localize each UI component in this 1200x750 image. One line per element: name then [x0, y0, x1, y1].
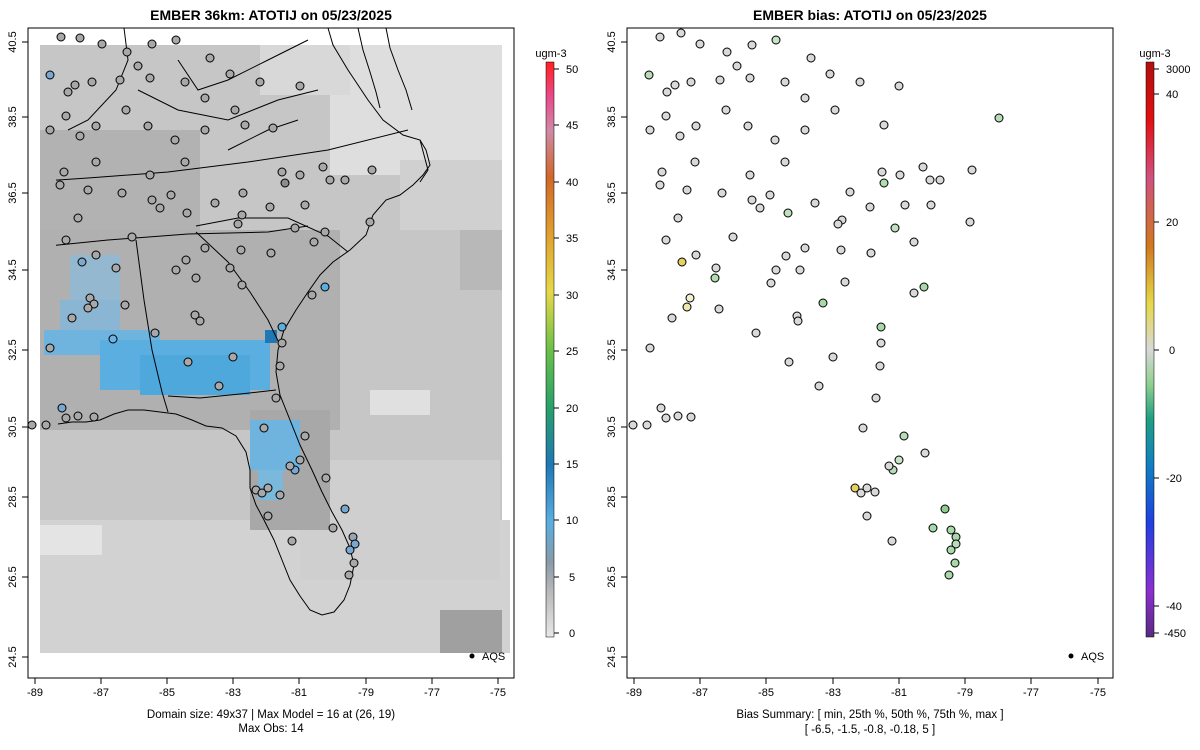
tick-label: -77 [1023, 687, 1039, 699]
tick-label: -77 [424, 687, 440, 699]
left-caption-line2: Max Obs: 14 [238, 723, 304, 735]
tick-label: -79 [957, 687, 973, 699]
left-monitor-sites [27, 32, 377, 580]
left-y-axis [22, 41, 28, 658]
colorbar-label: -40 [1166, 601, 1182, 613]
right-y-tick-labels: 24.5 26.5 28.5 30.5 32.5 34.5 36.5 38.5 … [606, 31, 618, 667]
left-colorbar: ugm-3 50 45 40 35 30 25 20 15 10 5 0 [535, 48, 578, 640]
right-panel: EMBER bias: ATOTIJ on 05/23/2025 24.5 26… [606, 7, 1190, 736]
tick-label: 38.5 [606, 106, 618, 127]
colorbar-label: 40 [566, 177, 578, 189]
right-caption-line1: Bias Summary: [ min, 25th %, 50th %, 75t… [736, 709, 1003, 721]
aqs-marker-icon [469, 653, 475, 659]
colorbar-label: 50 [566, 64, 578, 76]
tick-label: 38.5 [7, 106, 19, 127]
left-network-label: AQS [482, 651, 505, 663]
tick-label: 28.5 [606, 486, 618, 507]
tick-label: -75 [490, 687, 506, 699]
tick-label: 36.5 [606, 182, 618, 203]
tick-label: -75 [1090, 687, 1106, 699]
left-x-tick-labels: -89 -87 -85 -83 -81 -79 -77 -75 [27, 687, 506, 699]
tick-label: -83 [225, 687, 241, 699]
tick-label: -83 [825, 687, 841, 699]
tick-label: 36.5 [7, 182, 19, 203]
tick-label: 34.5 [606, 259, 618, 280]
colorbar-label: 35 [566, 233, 578, 245]
colorbar-label: 20 [566, 403, 578, 415]
colorbar-label: 40 [1166, 89, 1178, 101]
colorbar-label: 10 [566, 515, 578, 527]
tick-label: -85 [159, 687, 175, 699]
tick-label: -89 [27, 687, 43, 699]
tick-label: 30.5 [606, 416, 618, 437]
tick-label: 30.5 [7, 416, 19, 437]
tick-label: 26.5 [7, 566, 19, 587]
tick-label: 34.5 [7, 259, 19, 280]
colorbar-label: 15 [566, 459, 578, 471]
tick-label: -81 [891, 687, 907, 699]
tick-label: 40.5 [606, 31, 618, 52]
left-map-frame [27, 27, 515, 679]
colorbar-label: 25 [566, 346, 578, 358]
tick-label: -87 [692, 687, 708, 699]
right-x-tick-labels: -89 -87 -85 -83 -81 -79 -77 -75 [626, 687, 1106, 699]
left-y-tick-labels: 24.5 26.5 28.5 30.5 32.5 34.5 36.5 38.5 … [7, 31, 19, 667]
tick-label: -89 [626, 687, 642, 699]
tick-label: 40.5 [7, 31, 19, 52]
right-colorbar: ugm-3 3000 40 20 0 -20 -40 -450 [1139, 48, 1190, 640]
left-caption-line1: Domain size: 49x37 | Max Model = 16 at (… [147, 709, 395, 721]
right-y-axis [621, 41, 627, 658]
tick-label: -79 [358, 687, 374, 699]
colorbar-label: 0 [1169, 345, 1175, 357]
colorbar-label: 0 [569, 628, 575, 640]
colorbar-label: -450 [1164, 628, 1186, 640]
tick-label: 24.5 [7, 646, 19, 667]
tick-label: -87 [93, 687, 109, 699]
right-caption-line2: [ -6.5, -1.5, -0.8, -0.18, 5 ] [805, 724, 935, 736]
right-bias-sites [628, 28, 1004, 580]
left-title: EMBER 36km: ATOTIJ on 05/23/2025 [150, 7, 392, 23]
right-network-label: AQS [1081, 651, 1104, 663]
colorbar-label: 20 [1166, 217, 1178, 229]
aqs-marker-icon [1068, 653, 1074, 659]
left-concentration-field [40, 45, 510, 653]
tick-label: 32.5 [606, 339, 618, 360]
colorbar-label: 3000 [1166, 64, 1190, 76]
right-title: EMBER bias: ATOTIJ on 05/23/2025 [753, 7, 987, 23]
tick-label: 28.5 [7, 486, 19, 507]
tick-label: 26.5 [606, 566, 618, 587]
right-x-axis [633, 678, 1099, 684]
tick-label: 24.5 [606, 646, 618, 667]
tick-label: -85 [758, 687, 774, 699]
tick-label: -81 [291, 687, 307, 699]
left-panel: EMBER 36km: ATOTIJ on 05/23/2025 [7, 7, 578, 735]
tick-label: 32.5 [7, 339, 19, 360]
colorbar-label: 5 [569, 572, 575, 584]
colorbar-label: 45 [566, 120, 578, 132]
left-x-axis [34, 678, 499, 684]
right-map-frame [626, 27, 1114, 679]
colorbar-label: -20 [1166, 473, 1182, 485]
right-colorbar-unit: ugm-3 [1139, 48, 1170, 60]
colorbar-label: 30 [566, 290, 578, 302]
left-colorbar-unit: ugm-3 [535, 48, 566, 60]
max-model-cell [265, 330, 277, 343]
